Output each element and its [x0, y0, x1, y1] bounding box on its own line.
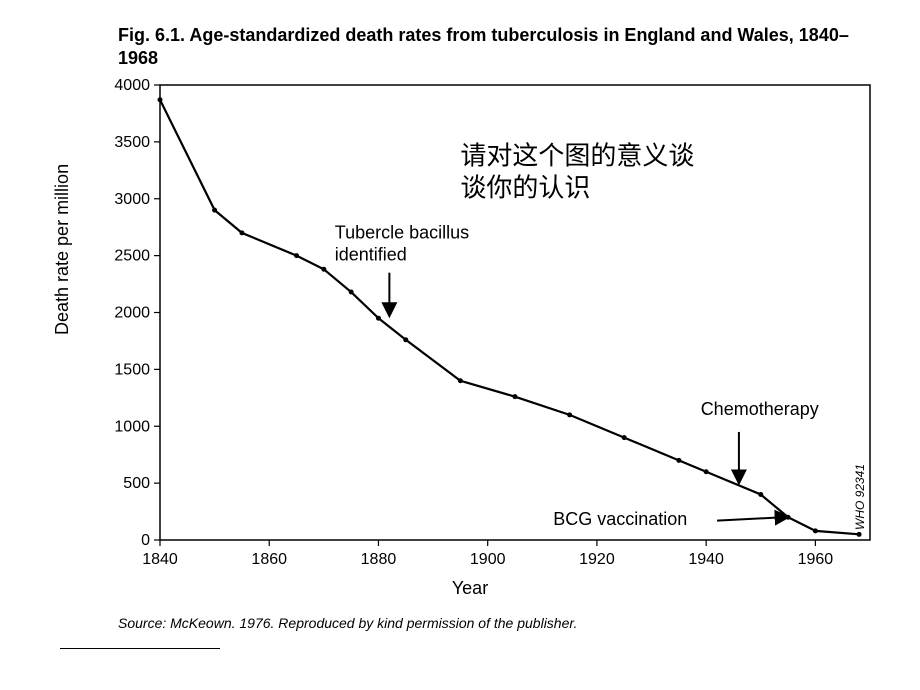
figure-title: Fig. 6.1. Age-standardized death rates f…: [118, 24, 888, 69]
data-point: [212, 208, 217, 213]
source-line: Source: McKeown. 1976. Reproduced by kin…: [118, 615, 577, 631]
data-point: [403, 337, 408, 342]
y-tick-label: 2500: [114, 248, 150, 265]
data-point: [349, 290, 354, 295]
x-tick-label: 1920: [579, 551, 615, 568]
data-point: [239, 230, 244, 235]
x-tick-label: 1840: [142, 551, 178, 568]
chart-svg: 0 500 1000 1500 2000 2500 3000 3500 4000 1840 1860…: [90, 75, 890, 595]
y-tick-label: 1000: [114, 418, 150, 435]
data-point: [294, 253, 299, 258]
data-point: [758, 492, 763, 497]
x-tick-label: 1940: [688, 551, 724, 568]
data-point: [158, 97, 163, 102]
y-tick-label: 0: [141, 532, 150, 549]
overlay-question-text: 谈你的认识: [460, 174, 590, 203]
y-tick-label: 2000: [114, 305, 150, 322]
y-axis-label: Death rate per million: [52, 164, 73, 335]
x-tick-label: 1960: [798, 551, 834, 568]
data-point: [513, 394, 518, 399]
annotation-bcg-arrow: [717, 517, 783, 520]
who-source-code: WHO 92341: [853, 464, 867, 530]
data-point: [376, 316, 381, 321]
data-point: [786, 515, 791, 520]
data-point: [813, 528, 818, 533]
annotation-tubercle-label: identified: [335, 245, 407, 265]
y-tick-label: 3000: [114, 191, 150, 208]
overlay-question-text: 请对这个图的意义谈: [460, 142, 694, 171]
y-tick-label: 1500: [114, 361, 150, 378]
annotation-chemo-label: Chemotherapy: [701, 399, 819, 419]
data-point: [676, 458, 681, 463]
data-point: [458, 378, 463, 383]
x-tick-label: 1880: [361, 551, 397, 568]
x-tick-label: 1860: [251, 551, 287, 568]
page: Fig. 6.1. Age-standardized death rates f…: [0, 0, 920, 690]
x-axis-label: Year: [50, 578, 890, 599]
data-point: [321, 267, 326, 272]
data-point: [622, 435, 627, 440]
data-point: [857, 532, 862, 537]
footnote-rule: [60, 648, 220, 649]
y-tick-label: 4000: [114, 77, 150, 94]
y-tick-label: 500: [123, 475, 150, 492]
y-tick-label: 3500: [114, 134, 150, 151]
chart-container: Death rate per million 0 500 1000 1500 2000 2…: [50, 75, 890, 595]
source-text: McKeown. 1976. Reproduced by kind permis…: [166, 615, 577, 631]
x-tick-label: 1900: [470, 551, 506, 568]
annotation-tubercle-label: Tubercle bacillus: [335, 223, 469, 243]
annotation-bcg-label: BCG vaccination: [553, 509, 687, 529]
data-point: [567, 412, 572, 417]
data-point: [704, 469, 709, 474]
source-prefix: Source:: [118, 615, 166, 631]
